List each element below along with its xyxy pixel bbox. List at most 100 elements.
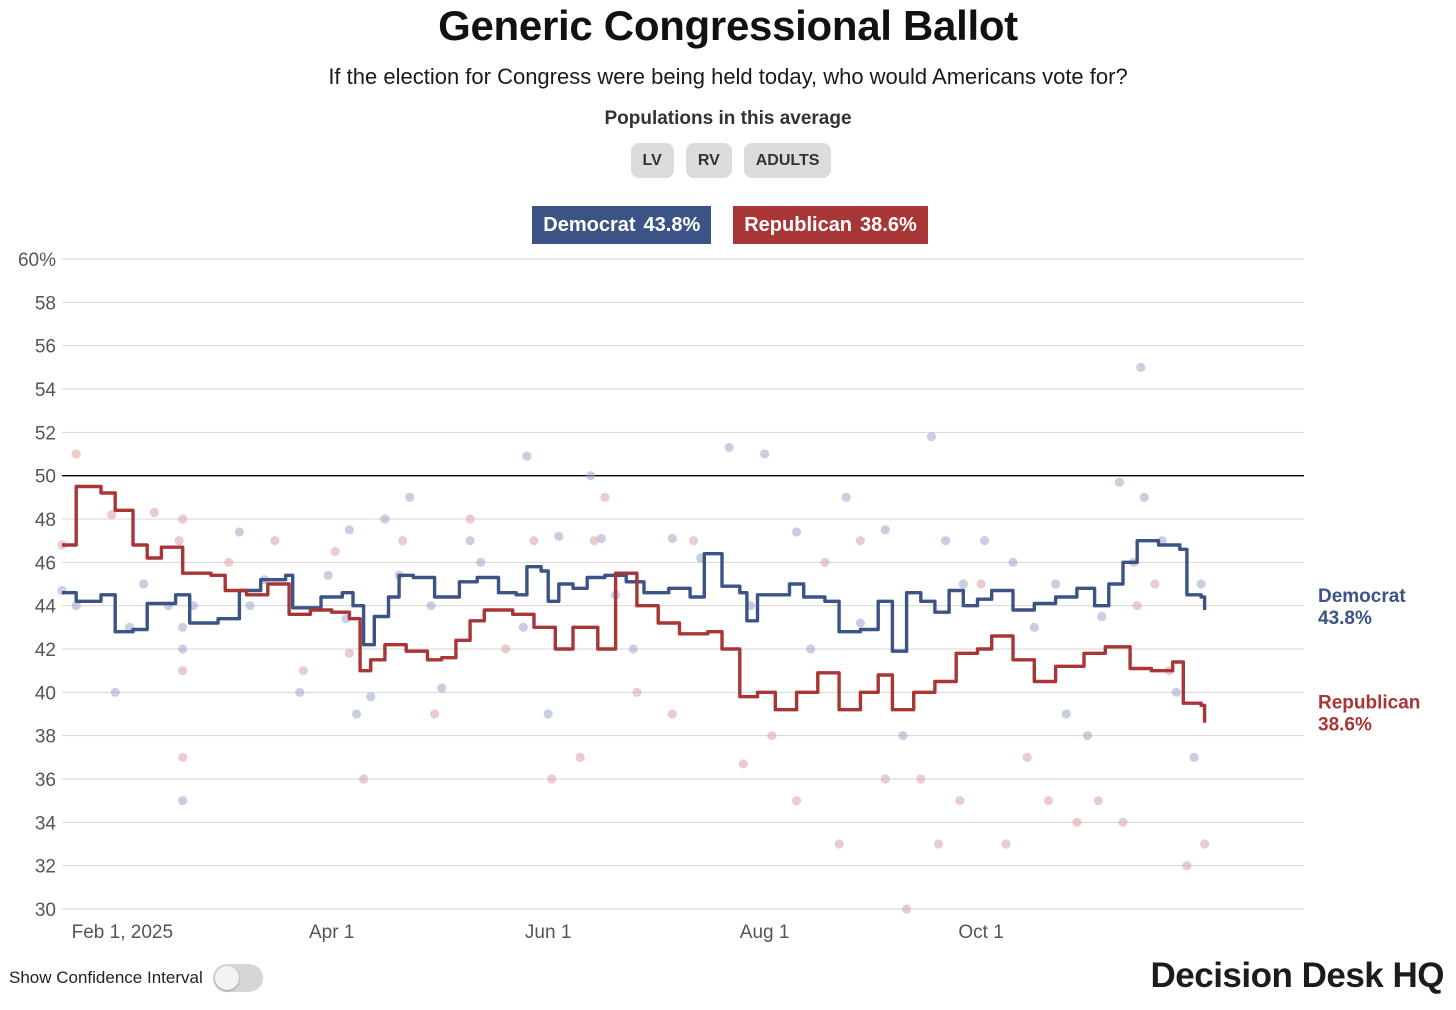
- poll-dot-republican: [359, 774, 369, 784]
- poll-dot-republican: [1022, 752, 1032, 762]
- poll-dot-democrat: [1082, 731, 1093, 741]
- chart-subtitle: If the election for Congress were being …: [328, 64, 1128, 89]
- legend-republican-value: 38.6%: [860, 214, 917, 236]
- poll-dot-democrat: [1171, 687, 1181, 697]
- y-tick-label: 56: [35, 337, 56, 358]
- x-tick-label: Jun 1: [525, 922, 571, 943]
- poll-dot-democrat: [586, 471, 596, 481]
- population-pill-lv[interactable]: LV: [630, 143, 674, 178]
- poll-dot-republican: [174, 536, 184, 546]
- poll-dot-democrat: [1136, 362, 1146, 372]
- poll-dot-democrat: [667, 533, 677, 544]
- poll-dot-democrat: [405, 492, 415, 502]
- poll-dot-republican: [178, 666, 188, 676]
- poll-dot-democrat: [518, 622, 528, 632]
- ballot-line-chart: 30 32 34 36 38 40 42 44 46 48 50 52 54 56 58 60% Feb 1,…: [18, 250, 1420, 943]
- y-tick-label: 50: [35, 467, 56, 488]
- y-tick-label: 40: [35, 683, 56, 704]
- x-tick-label: Feb 1, 2025: [72, 922, 173, 943]
- poll-dot-democrat: [1139, 492, 1149, 502]
- y-tick-label: 48: [35, 510, 56, 531]
- poll-dot-democrat: [1051, 579, 1061, 589]
- y-tick-label: 32: [35, 857, 56, 878]
- poll-dot-republican: [880, 774, 890, 784]
- chart-legend: Democrat 43.8% Republican 38.6%: [0, 206, 1456, 244]
- population-pill-rv[interactable]: RV: [685, 143, 732, 178]
- end-label-name-dem: Democrat: [1318, 586, 1406, 607]
- poll-dot-republican: [820, 557, 830, 567]
- poll-dot-republican: [178, 752, 188, 762]
- y-tick-label: 30: [35, 900, 56, 921]
- poll-dot-democrat: [323, 570, 333, 580]
- poll-dot-republican: [901, 904, 912, 914]
- series-line-democrat: [62, 539, 1207, 653]
- legend-republican-name: Republican: [744, 214, 853, 236]
- y-tick-label: 60%: [18, 250, 56, 271]
- poll-dot-republican: [767, 731, 777, 741]
- legend-democrat[interactable]: Democrat 43.8%: [532, 206, 712, 244]
- poll-dot-democrat: [476, 557, 486, 567]
- confidence-interval-toggle[interactable]: Show Confidence Interval: [9, 964, 263, 992]
- population-pill-adults[interactable]: ADULTS: [743, 143, 832, 178]
- poll-dot-democrat: [554, 531, 564, 541]
- poll-dot-democrat: [110, 687, 120, 697]
- poll-dot-democrat: [234, 527, 245, 537]
- poll-dot-republican: [589, 536, 599, 546]
- poll-dot-republican: [1200, 839, 1210, 849]
- poll-dot-republican: [500, 644, 511, 654]
- toggle-knob: [214, 966, 239, 990]
- poll-dot-democrat: [366, 692, 376, 702]
- y-tick-label: 46: [35, 553, 56, 574]
- poll-dot-republican: [1093, 796, 1103, 806]
- poll-dots: [57, 362, 1210, 914]
- poll-dot-republican: [430, 709, 440, 719]
- poll-dot-democrat: [628, 644, 638, 654]
- poll-dot-republican: [834, 839, 844, 849]
- poll-dot-democrat: [139, 579, 149, 589]
- confidence-interval-label: Show Confidence Interval: [9, 968, 203, 987]
- poll-dot-republican: [178, 514, 188, 524]
- poll-dot-republican: [855, 536, 866, 546]
- poll-dot-democrat: [522, 451, 532, 461]
- poll-dot-republican: [933, 839, 944, 849]
- poll-dot-democrat: [760, 449, 770, 459]
- poll-dot-democrat: [791, 527, 802, 537]
- poll-dot-republican: [976, 579, 986, 589]
- poll-dot-republican: [791, 796, 802, 806]
- end-label-value-rep: 38.6%: [1318, 715, 1372, 736]
- poll-dot-republican: [600, 492, 610, 502]
- population-filter-group: LV RV ADULTS: [0, 143, 1456, 178]
- poll-dot-republican: [1072, 817, 1082, 827]
- poll-dot-republican: [632, 687, 642, 697]
- poll-dot-republican: [1132, 601, 1142, 611]
- poll-dot-democrat: [465, 536, 475, 546]
- poll-dot-democrat: [245, 601, 255, 611]
- poll-dot-democrat: [980, 536, 990, 546]
- legend-democrat-value: 43.8%: [643, 214, 701, 236]
- poll-dot-democrat: [806, 644, 816, 654]
- poll-dot-republican: [738, 759, 748, 769]
- toggle-switch[interactable]: [212, 964, 263, 992]
- poll-dot-republican: [330, 546, 340, 557]
- poll-dot-republican: [575, 752, 585, 762]
- poll-dot-democrat: [1196, 579, 1206, 589]
- y-tick-label: 54: [35, 380, 57, 401]
- legend-republican[interactable]: Republican 38.6%: [733, 206, 928, 244]
- y-tick-label: 38: [35, 727, 56, 748]
- poll-dot-democrat: [71, 601, 81, 611]
- poll-dot-democrat: [380, 514, 390, 524]
- poll-dot-democrat: [596, 533, 606, 544]
- y-tick-label: 44: [35, 597, 57, 618]
- series-line-republican: [62, 484, 1207, 723]
- poll-dot-democrat: [1189, 752, 1199, 762]
- poll-dot-republican: [547, 774, 557, 784]
- poll-dot-democrat: [724, 442, 734, 453]
- populations-label: Populations in this average: [604, 108, 852, 129]
- poll-dot-democrat: [855, 618, 866, 628]
- x-axis-ticks: Feb 1, 2025 Apr 1 Jun 1 Aug 1 Oct 1: [72, 922, 1004, 943]
- poll-dot-democrat: [351, 709, 362, 719]
- poll-dot-democrat: [543, 709, 553, 719]
- y-tick-label: 58: [35, 293, 56, 314]
- y-tick-label: 34: [35, 813, 57, 834]
- poll-dot-republican: [1118, 817, 1128, 827]
